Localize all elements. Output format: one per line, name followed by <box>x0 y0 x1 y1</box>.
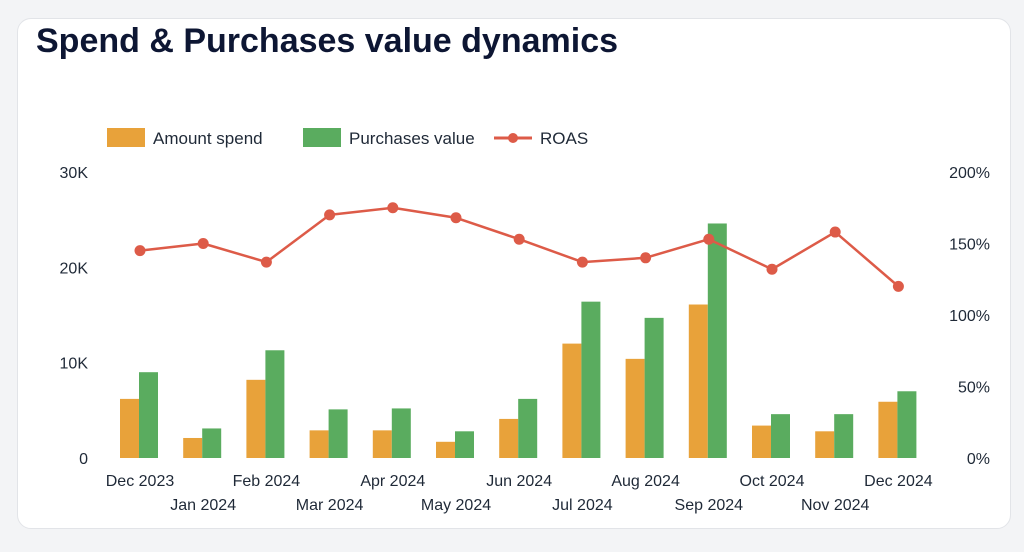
x-tick-label: Feb 2024 <box>233 473 301 490</box>
roas-point[interactable] <box>892 280 904 292</box>
bar-amount-spend[interactable] <box>120 398 139 458</box>
bar-purchases-value[interactable] <box>139 372 158 458</box>
y-left-tick-label: 20K <box>60 260 89 277</box>
x-tick-label: Sep 2024 <box>675 497 744 514</box>
y-left-tick-label: 30K <box>60 165 89 182</box>
bar-purchases-value[interactable] <box>707 223 727 458</box>
bar-amount-spend[interactable] <box>688 304 708 458</box>
bar-purchases-value[interactable] <box>518 398 538 458</box>
legend-swatch <box>303 128 341 147</box>
legend-label: Purchases value <box>349 129 475 148</box>
bar-amount-spend[interactable] <box>183 437 203 458</box>
bars <box>120 223 917 458</box>
y-right-tick-label: 150% <box>949 237 990 254</box>
legend-label: Amount spend <box>153 129 263 148</box>
bar-amount-spend[interactable] <box>815 431 835 458</box>
bar-purchases-value[interactable] <box>391 408 411 458</box>
x-tick-label: Aug 2024 <box>611 473 680 490</box>
x-tick-label: Jun 2024 <box>486 473 552 490</box>
roas-polyline <box>139 206 900 288</box>
bar-purchases-value[interactable] <box>834 414 854 458</box>
x-tick-label: Mar 2024 <box>296 497 364 514</box>
x-tick-label: Dec 2023 <box>106 473 175 490</box>
roas-point[interactable] <box>324 209 336 221</box>
bar-amount-spend[interactable] <box>752 425 771 458</box>
x-tick-label: May 2024 <box>421 497 491 514</box>
y-right-tick-label: 200% <box>949 165 990 182</box>
bar-purchases-value[interactable] <box>455 431 474 458</box>
roas-point[interactable] <box>829 226 841 238</box>
bar-amount-spend[interactable] <box>246 379 266 458</box>
bar-amount-spend[interactable] <box>878 401 898 458</box>
bar-amount-spend[interactable] <box>499 418 519 458</box>
roas-point[interactable] <box>576 256 588 268</box>
x-axis: Dec 2023 Jan 2024 Feb 2024 Mar 2024 Apr 2024… <box>106 473 933 514</box>
legend-swatch-dot <box>508 133 518 143</box>
bar-purchases-value[interactable] <box>897 391 917 458</box>
bar-amount-spend[interactable] <box>562 343 582 458</box>
x-tick-label: Oct 2024 <box>740 473 805 490</box>
y-right-tick-label: 100% <box>949 308 990 325</box>
legend-item-amount-spend[interactable]: Amount spend <box>107 128 263 148</box>
roas-point[interactable] <box>450 212 462 224</box>
roas-point[interactable] <box>513 233 525 245</box>
chart-title: Spend & Purchases value dynamics <box>36 22 619 60</box>
x-tick-label: Nov 2024 <box>801 497 870 514</box>
x-tick-label: Dec 2024 <box>864 473 933 490</box>
roas-point[interactable] <box>766 263 778 275</box>
bar-purchases-value[interactable] <box>328 409 348 458</box>
bar-purchases-value[interactable] <box>265 350 285 458</box>
roas-point[interactable] <box>134 245 146 257</box>
y-right-tick-label: 50% <box>958 380 990 397</box>
y-left-tick-label: 0 <box>79 451 88 468</box>
roas-point[interactable] <box>260 256 272 268</box>
legend: Amount spend Purchases value ROAS <box>107 128 588 148</box>
roas-point[interactable] <box>387 202 399 214</box>
x-tick-label: Apr 2024 <box>360 473 425 490</box>
roas-point[interactable] <box>197 238 209 249</box>
bar-amount-spend[interactable] <box>436 441 455 458</box>
legend-label: ROAS <box>540 129 588 148</box>
roas-line <box>134 202 904 292</box>
bar-purchases-value[interactable] <box>202 428 222 458</box>
x-tick-label: Jul 2024 <box>552 497 613 514</box>
legend-item-roas[interactable]: ROAS <box>494 129 588 148</box>
roas-point[interactable] <box>703 233 715 245</box>
y-axis-right: 0% 50% 100% 150% 200% <box>949 165 990 468</box>
bar-amount-spend[interactable] <box>309 430 329 458</box>
x-tick-label: Jan 2024 <box>170 497 236 514</box>
legend-swatch <box>107 128 145 147</box>
bar-purchases-value[interactable] <box>581 301 601 458</box>
bar-purchases-value[interactable] <box>771 414 790 458</box>
roas-point[interactable] <box>640 252 652 264</box>
bar-purchases-value[interactable] <box>644 317 664 458</box>
y-right-tick-label: 0% <box>967 451 990 468</box>
bar-amount-spend[interactable] <box>625 358 645 458</box>
bar-amount-spend[interactable] <box>372 430 392 458</box>
legend-item-purchases-value[interactable]: Purchases value <box>303 128 475 148</box>
y-axis-left: 0 10K 20K 30K <box>60 165 89 468</box>
y-left-tick-label: 10K <box>60 356 89 373</box>
